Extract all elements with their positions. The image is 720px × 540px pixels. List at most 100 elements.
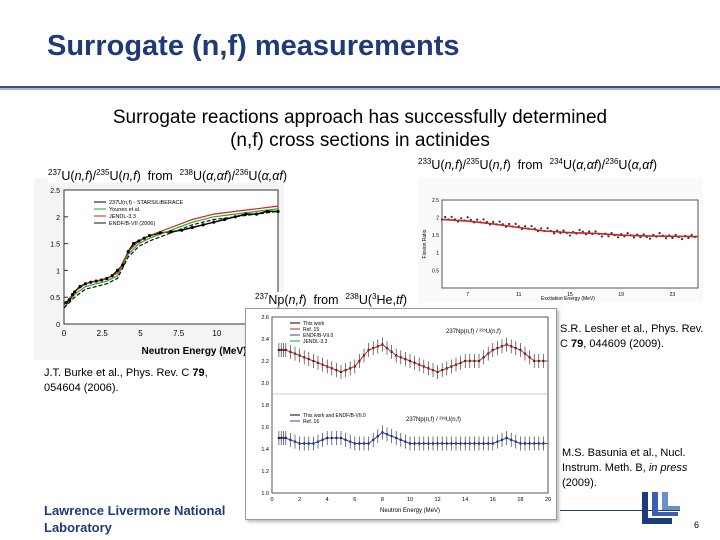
- center-ytick-label: 1.2: [261, 469, 269, 475]
- left-xtick-label: 5: [138, 329, 143, 338]
- center-chart: 1.0 1.2 1.4 1.6 1.8 2.0 2.2 2.4 2.6 0 2 4 6 8 10 12 14 16…: [261, 315, 551, 514]
- left-plot-frame: [63, 189, 279, 325]
- right-xtick-label: 15: [567, 292, 573, 298]
- left-legend-entry: 237U(n,f) - STARS/LiBERACE: [109, 200, 184, 206]
- right-data-point: [690, 233, 693, 236]
- left-data-point: [99, 278, 104, 282]
- footer-org: Lawrence Livermore National Laboratory: [44, 503, 226, 535]
- left-data-point: [244, 212, 248, 216]
- center-bottom-title: 237Np(n,f) / ²³⁸U(n,f): [406, 416, 461, 423]
- left-ytick-label: 1.5: [50, 242, 60, 249]
- left-data-point: [255, 212, 259, 216]
- left-data-point: [110, 274, 114, 278]
- right-data-point: [588, 230, 591, 233]
- right-xlabel: Excitation Energy (MeV): [541, 296, 595, 302]
- right-data-point: [680, 237, 684, 241]
- right-data-point: [658, 231, 661, 235]
- center-xtick-label: 4: [326, 497, 329, 503]
- right-data-point: [642, 233, 645, 236]
- right-data-point: [450, 215, 453, 218]
- right-data-point: [514, 222, 517, 225]
- right-data-point: [687, 236, 690, 240]
- left-data-point: [83, 282, 87, 286]
- center-top-title: 237Np(n,f) / ²³⁵U(n,f): [446, 328, 501, 335]
- center-xtick-label: 20: [545, 497, 551, 503]
- left-data-point: [148, 233, 152, 238]
- center-xtick-label: 10: [407, 497, 413, 503]
- center-ytick-label: 1.8: [261, 403, 269, 409]
- title-rule: [0, 86, 720, 90]
- left-series-line: [63, 210, 279, 309]
- right-xtick-label: 11: [516, 292, 521, 298]
- footer-rule-bar: [560, 510, 680, 511]
- right-data-point: [674, 233, 677, 236]
- right-chart: 0.5 1 1.5 2 2.5 7 11 15 19 23 Excitation Energy (M…: [418, 178, 703, 303]
- left-data-point: [73, 290, 77, 294]
- right-data-point: [482, 218, 485, 221]
- right-data-point: [594, 230, 597, 233]
- left-data-point: [70, 292, 75, 297]
- left-data-point: [115, 268, 120, 272]
- left-citation: J.T. Burke et al., Phys. Rev. C 79, 0546…: [44, 367, 208, 394]
- center-xtick-label: 8: [381, 497, 384, 503]
- left-ytick-label: 2.5: [50, 188, 60, 195]
- right-data-point: [466, 216, 469, 219]
- right-data-point: [639, 236, 642, 239]
- center-ytick-label: 2.4: [261, 337, 269, 343]
- right-data-point: [616, 236, 620, 239]
- right-data-point: [530, 224, 533, 228]
- right-data-point: [626, 231, 629, 235]
- center-legend-entry: This work: [303, 321, 325, 327]
- title-rule-shadow: [0, 88, 720, 90]
- right-plot-frame: [441, 199, 699, 289]
- right-data-point: [648, 237, 652, 240]
- left-legend-entry: Younes et al.: [109, 207, 141, 213]
- center-legend-entry: This work and ENDF/B-VII.0: [303, 413, 366, 419]
- right-data-point: [552, 232, 556, 235]
- left-data-point: [126, 250, 130, 254]
- center-legend-entry: Ref. 16: [303, 419, 319, 425]
- left-data-point: [137, 239, 141, 243]
- right-data-point: [581, 230, 584, 233]
- center-top-series-line: [278, 343, 548, 373]
- left-chart: 00.511.522.502.557.51012.5237U(n,f) - ST…: [34, 178, 284, 360]
- left-xtick-label: 7.5: [173, 329, 185, 338]
- center-panel-label: 237Np(n,f) from 238U(3He,tf): [252, 292, 411, 308]
- center-ytick-label: 1.4: [261, 447, 269, 453]
- center-xtick-label: 12: [435, 497, 441, 503]
- right-data-point: [664, 237, 668, 240]
- left-data-point: [212, 220, 216, 224]
- left-ytick-label: 0: [56, 322, 60, 329]
- center-xtick-label: 6: [353, 497, 356, 503]
- left-data-point: [276, 209, 280, 214]
- right-ytick-label: 1.5: [432, 233, 439, 239]
- left-data-point: [201, 223, 205, 227]
- right-data-point: [562, 229, 565, 232]
- left-data-point: [105, 276, 109, 281]
- center-xtick-label: 16: [490, 497, 496, 503]
- left-ytick-label: 1: [56, 268, 60, 275]
- center-legend-entry: Ref. 15: [303, 327, 319, 333]
- center-chart-panel: 1.0 1.2 1.4 1.6 1.8 2.0 2.2 2.4 2.6 0 2 4 6 8 10 12 14 16…: [245, 308, 557, 520]
- left-panel-label: 237U(n,f)/235U(n,f) from 238U(α,αf)/236U…: [48, 168, 288, 184]
- center-legend-entry: ENDF/B-VII.0: [303, 333, 334, 339]
- title-rule-bar: [0, 86, 720, 88]
- center-citation: M.S. Basunia et al., Nucl. Instrum. Meth…: [562, 447, 688, 489]
- right-data-point: [508, 222, 511, 226]
- left-xlabel: Neutron Energy (MeV): [141, 346, 246, 357]
- left-data-point: [142, 236, 146, 240]
- left-data-point: [265, 209, 269, 214]
- right-data-point: [460, 217, 463, 220]
- center-xtick-label: 14: [462, 497, 468, 503]
- right-xtick-label: 19: [618, 292, 624, 298]
- footer-rule: [560, 510, 680, 511]
- center-ytick-label: 1.6: [261, 425, 269, 431]
- left-data-point: [94, 279, 98, 283]
- left-data-point: [190, 225, 194, 230]
- left-data-point: [169, 230, 173, 234]
- center-ytick-label: 1.0: [261, 491, 269, 497]
- right-data-point: [476, 218, 479, 221]
- center-xlabel: Neutron Energy (MeV): [380, 508, 440, 514]
- right-data-point: [610, 231, 613, 235]
- left-data-point: [121, 263, 125, 267]
